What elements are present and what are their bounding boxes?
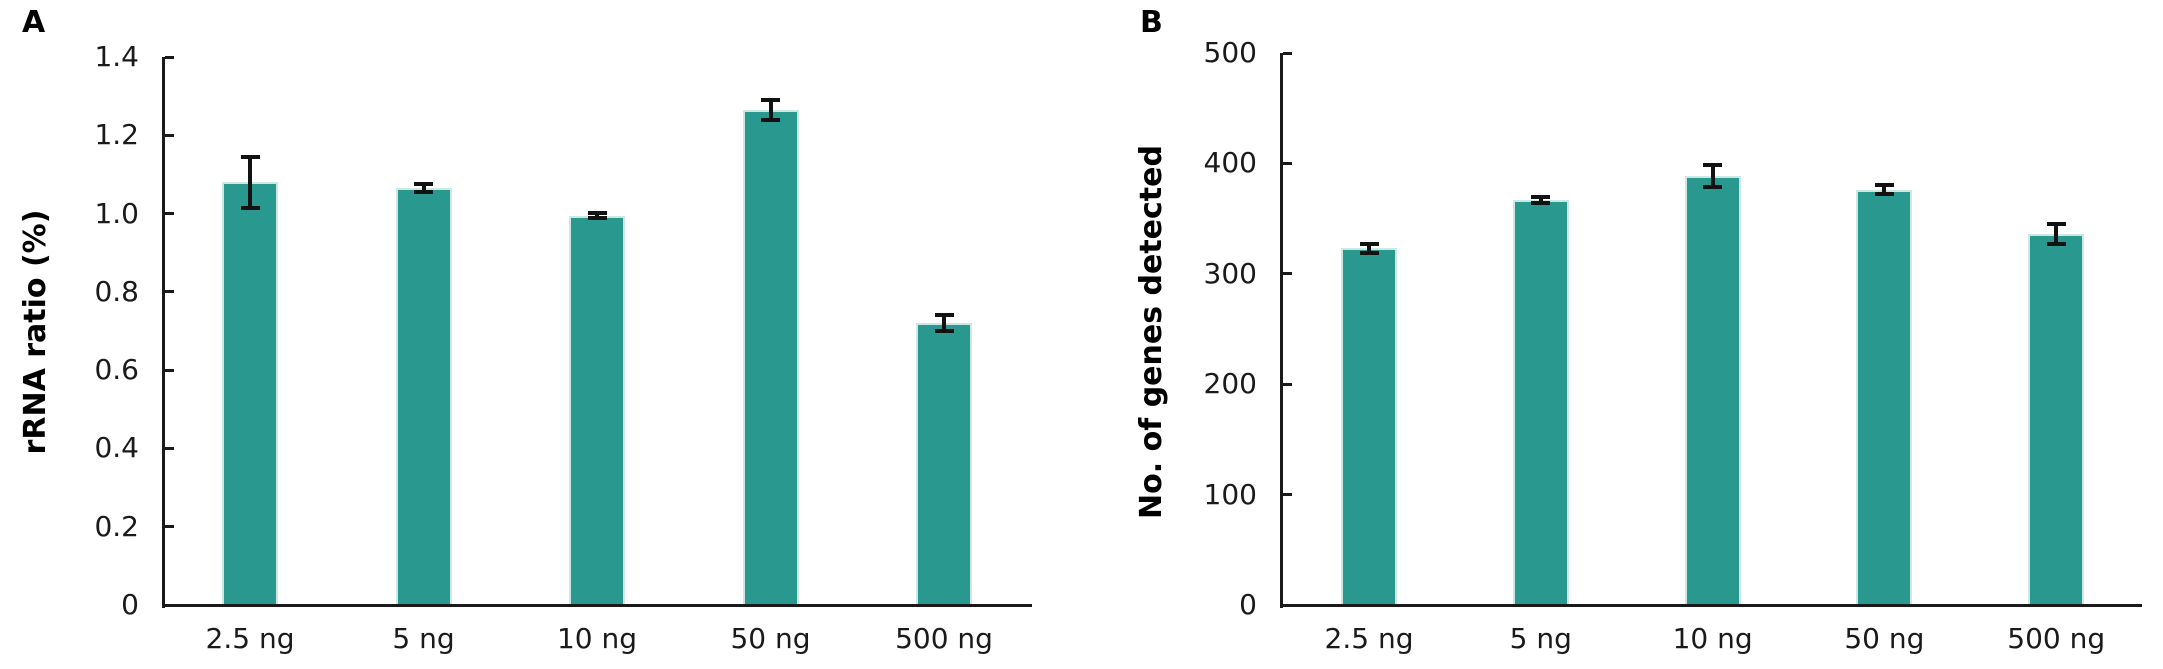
y-tick-mark bbox=[165, 133, 174, 137]
x-axis-line bbox=[1280, 604, 2142, 607]
y-tick-label: 1.0 bbox=[94, 196, 139, 230]
error-bar-cap-top bbox=[1703, 162, 1723, 167]
y-axis-line bbox=[162, 57, 165, 608]
y-tick-label: 500 bbox=[1203, 36, 1257, 69]
panel-a-letter: A bbox=[22, 5, 46, 40]
error-bar-stem bbox=[942, 315, 946, 331]
x-tick-label: 10 ng bbox=[556, 622, 638, 655]
x-tick-label: 10 ng bbox=[1672, 622, 1753, 655]
bar-500-ng bbox=[2028, 234, 2085, 605]
x-tick-label: 50 ng bbox=[1844, 622, 1925, 655]
y-tick-mark bbox=[165, 212, 174, 216]
bar-500-ng bbox=[916, 323, 972, 605]
x-axis-line bbox=[162, 604, 1032, 607]
error-bar-stem bbox=[1882, 185, 1887, 195]
y-tick-label: 0 bbox=[1239, 588, 1257, 621]
y-tick-mark bbox=[165, 525, 174, 529]
bar-10-ng bbox=[1684, 175, 1741, 605]
y-tick-mark bbox=[1283, 161, 1292, 165]
error-bar-cap-bottom bbox=[2046, 241, 2066, 246]
y-axis-line bbox=[1280, 53, 1283, 608]
error-bar-stem bbox=[1538, 196, 1543, 204]
y-tick-label: 0.6 bbox=[94, 353, 139, 387]
y-tick-mark bbox=[165, 368, 174, 372]
y-tick-label: 200 bbox=[1203, 367, 1257, 401]
error-bar-cap-top bbox=[414, 182, 433, 187]
bar-2.5-ng bbox=[222, 182, 278, 605]
error-bar-cap-bottom bbox=[1703, 184, 1723, 189]
y-tick-mark bbox=[1283, 272, 1292, 276]
y-tick-mark bbox=[1283, 51, 1292, 55]
bar-2.5-ng bbox=[1341, 248, 1397, 605]
x-tick-label: 5 ng bbox=[1509, 622, 1572, 655]
y-tick-mark bbox=[1283, 603, 1292, 607]
error-bar-cap-bottom bbox=[1359, 250, 1379, 255]
error-bar-stem bbox=[2054, 224, 2059, 244]
panel-b-letter: B bbox=[1140, 5, 1163, 40]
x-tick-label: 2.5 ng bbox=[1324, 622, 1414, 655]
error-bar-cap-bottom bbox=[240, 205, 260, 210]
y-tick-mark bbox=[1283, 493, 1292, 497]
error-bar-stem bbox=[768, 100, 773, 120]
error-bar-cap-top bbox=[1874, 183, 1894, 188]
bar-5-ng bbox=[1512, 199, 1569, 605]
y-tick-label: 0.2 bbox=[94, 509, 139, 543]
error-bar-cap-bottom bbox=[1874, 192, 1894, 197]
y-tick-label: 100 bbox=[1203, 477, 1257, 511]
x-tick-label: 2.5 ng bbox=[205, 622, 295, 655]
x-tick-label: 5 ng bbox=[392, 622, 455, 655]
y-tick-mark bbox=[165, 603, 174, 607]
error-bar-stem bbox=[421, 184, 426, 193]
y-tick-mark bbox=[1283, 382, 1292, 386]
error-bar-cap-top bbox=[1359, 241, 1379, 246]
y-tick-label: 300 bbox=[1203, 256, 1257, 290]
y-tick-label: 0.4 bbox=[94, 431, 139, 465]
bar-10-ng bbox=[569, 215, 625, 605]
bar-5-ng bbox=[395, 188, 452, 605]
y-tick-label: 1.2 bbox=[94, 118, 139, 152]
panel-a-y-axis-title: rRNA ratio (%) bbox=[18, 209, 53, 455]
error-bar-cap-top bbox=[587, 211, 607, 216]
panel-b-y-axis-title: No. of genes detected bbox=[1134, 145, 1169, 519]
x-tick-label: 500 ng bbox=[2007, 622, 2106, 655]
y-tick-label: 1.4 bbox=[94, 40, 139, 73]
error-bar-cap-bottom bbox=[414, 190, 433, 195]
error-bar-stem bbox=[1367, 243, 1371, 253]
error-bar-cap-bottom bbox=[1531, 201, 1551, 206]
error-bar-stem bbox=[248, 156, 252, 208]
y-tick-label: 0.8 bbox=[94, 274, 139, 308]
error-bar-cap-top bbox=[2046, 222, 2066, 227]
y-tick-mark bbox=[165, 55, 174, 59]
error-bar-cap-bottom bbox=[761, 117, 780, 122]
error-bar-stem bbox=[595, 213, 599, 218]
y-tick-label: 400 bbox=[1203, 146, 1257, 180]
bar-50-ng bbox=[742, 109, 799, 605]
x-tick-label: 500 ng bbox=[895, 622, 993, 655]
y-tick-label: 0 bbox=[121, 588, 139, 621]
bar-50-ng bbox=[1856, 189, 1913, 605]
error-bar-cap-bottom bbox=[587, 215, 607, 220]
error-bar-stem bbox=[1710, 164, 1715, 187]
x-tick-label: 50 ng bbox=[730, 622, 811, 655]
error-bar-cap-top bbox=[1531, 194, 1551, 199]
error-bar-cap-top bbox=[934, 313, 954, 318]
y-tick-mark bbox=[165, 446, 174, 450]
error-bar-cap-bottom bbox=[934, 329, 954, 333]
error-bar-cap-top bbox=[240, 154, 260, 159]
error-bar-cap-top bbox=[761, 98, 780, 103]
y-tick-mark bbox=[165, 290, 174, 294]
